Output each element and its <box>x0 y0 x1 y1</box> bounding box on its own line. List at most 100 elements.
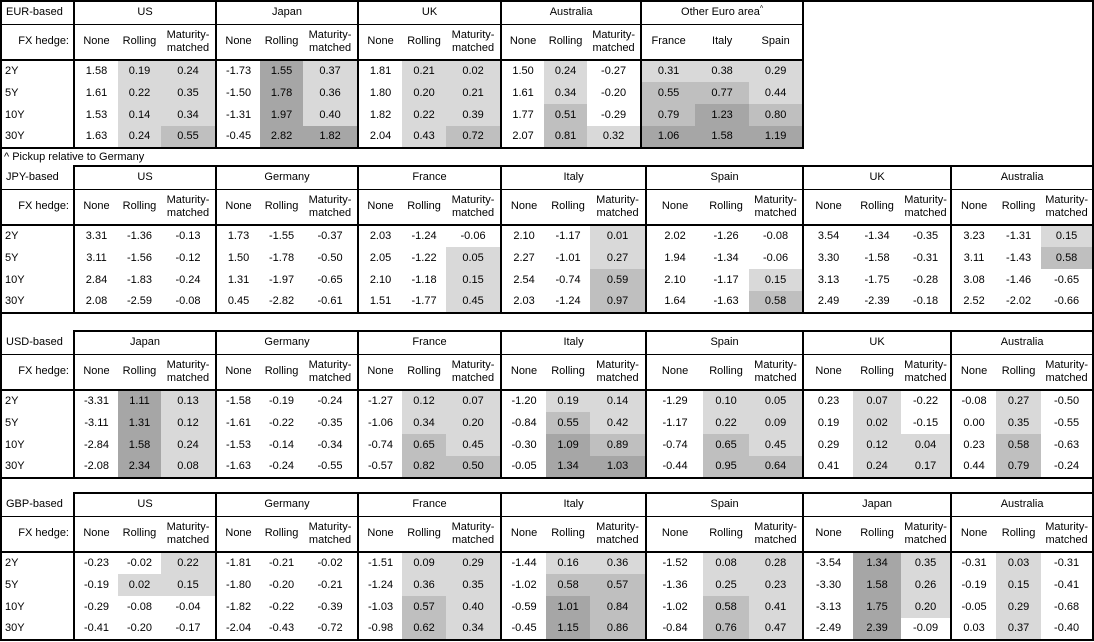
col-header-maturity-matched: Maturity-matched <box>303 189 359 226</box>
col-header-none: None <box>802 516 854 553</box>
fx-hedge-label: FX hedge: <box>0 24 74 61</box>
col-header-none: None <box>500 354 547 391</box>
value-cell: 1.55 <box>260 60 304 82</box>
group-name-text: Other Euro area <box>681 6 760 19</box>
value-cell: -2.04 <box>215 618 261 641</box>
value-cell: 0.29 <box>749 60 805 82</box>
footnote: ^ Pickup relative to Germany <box>4 151 145 163</box>
value-cell: -0.41 <box>1041 574 1094 596</box>
value-cell: 0.01 <box>590 225 647 247</box>
value-cell: -1.80 <box>215 574 261 596</box>
value-cell: 0.58 <box>749 291 804 314</box>
value-cell: 0.55 <box>640 82 696 104</box>
group-header-italy: Italy <box>500 492 647 517</box>
group-name-text: Italy <box>563 498 584 511</box>
value-cell: 1.31 <box>215 269 261 291</box>
col-header-rolling: Rolling <box>546 516 591 553</box>
col-header-spain: Spain <box>749 24 805 61</box>
value-cell: 1.82 <box>357 104 403 126</box>
value-cell: 1.09 <box>546 434 591 456</box>
value-cell: 0.24 <box>161 434 217 456</box>
value-cell: -1.46 <box>1006 273 1032 286</box>
value-cell: -0.84 <box>645 618 704 641</box>
value-cell: -1.36 <box>126 230 153 242</box>
table-row: 10Y -0.29 -0.08 -0.04 -1.82 -0.22 -0.39 -1.03 0.… <box>0 596 1094 618</box>
value-cell: -2.08 <box>73 456 118 479</box>
group-header-spain: Spain <box>645 492 804 517</box>
value-cell: 0.38 <box>695 60 750 82</box>
frame-line <box>0 312 2 332</box>
value-cell: 1.23 <box>695 104 750 126</box>
value-cell: 0.34 <box>402 412 447 434</box>
value-cell: 3.11 <box>950 247 997 269</box>
value-cell: 0.37 <box>996 618 1042 641</box>
table-title: GBP-based <box>0 493 74 517</box>
value-cell: 0.45 <box>215 291 261 314</box>
col-header-france: France <box>640 24 696 61</box>
value-cell: 1.61 <box>73 82 118 104</box>
value-cell: 0.65 <box>402 434 447 456</box>
value-cell: -1.02 <box>500 574 547 596</box>
row-label-30y: 30Y <box>0 126 74 149</box>
col-header-italy: Italy <box>695 24 750 61</box>
value-cell: 0.43 <box>402 126 447 149</box>
group-header-japan: Japan <box>215 0 359 25</box>
table-row: 30Y -2.08 2.34 0.08 -1.63 -0.24 -0.55 -0.57 0.82… <box>0 456 1094 479</box>
value-cell: 0.34 <box>161 104 217 126</box>
value-cell: 0.19 <box>118 60 161 82</box>
subheader-row: FX hedge: None Rolling Maturity-matched None… <box>0 516 1094 553</box>
value-cell: -0.24 <box>260 456 304 479</box>
value-cell: -1.44 <box>500 552 547 574</box>
group-name-text: Germany <box>264 336 310 349</box>
table-row: 5Y 1.61 0.22 0.35 -1.50 1.78 0.36 1.80 0.20 0.21 1… <box>0 82 805 104</box>
value-cell: 0.05 <box>446 247 502 269</box>
value-cell: 0.09 <box>402 552 447 574</box>
value-cell: 0.55 <box>546 412 591 434</box>
value-cell: 1.58 <box>118 434 161 456</box>
col-header-none: None <box>73 189 118 226</box>
col-header-maturity-matched: Maturity-matched <box>749 189 804 226</box>
value-cell: 0.15 <box>446 269 502 291</box>
value-cell: 0.23 <box>950 434 997 456</box>
row-label-5y: 5Y <box>0 412 74 434</box>
value-cell: 2.02 <box>645 225 704 247</box>
value-cell: -1.56 <box>126 251 153 264</box>
value-cell: -1.17 <box>713 273 739 286</box>
group-header-italy: Italy <box>500 330 647 355</box>
value-cell: 0.17 <box>901 456 952 479</box>
value-cell: 1.34 <box>853 552 902 574</box>
group-name-text: Italy <box>563 171 584 184</box>
value-cell: 0.22 <box>118 82 161 104</box>
table-row: 2Y -0.23 -0.02 0.22 -1.81 -0.21 -0.02 -1.51 0.09… <box>0 552 1094 574</box>
group-header-australia: Australia <box>950 330 1094 355</box>
frame-line <box>1092 0 1094 167</box>
value-cell: -0.17 <box>161 618 217 641</box>
value-cell: -0.37 <box>317 230 343 242</box>
value-cell: -2.02 <box>996 291 1042 314</box>
value-cell: 0.02 <box>853 412 902 434</box>
group-name-text: Australia <box>1000 498 1044 511</box>
value-cell: 0.57 <box>402 596 447 618</box>
value-cell: -0.02 <box>317 557 343 569</box>
group-header-japan: Japan <box>72 330 217 355</box>
value-cell: -2.84 <box>73 434 118 456</box>
group-name-text: Japan <box>130 336 160 349</box>
value-cell: 0.32 <box>587 126 642 149</box>
value-cell: 1.58 <box>73 60 118 82</box>
frame-line <box>1092 477 1094 494</box>
frame-line <box>1092 312 1094 332</box>
group-name-text: Germany <box>264 498 310 511</box>
value-cell: -0.09 <box>901 618 952 641</box>
value-cell: 0.95 <box>703 456 750 479</box>
value-cell: -0.66 <box>1041 291 1094 314</box>
value-cell: -2.59 <box>118 291 161 314</box>
fx-hedge-label: FX hedge: <box>0 189 74 226</box>
table-title: EUR-based <box>0 0 74 25</box>
row-label-5y: 5Y <box>0 247 74 269</box>
value-cell: -0.50 <box>1041 390 1094 412</box>
value-cell: 0.50 <box>446 456 502 479</box>
value-cell: -0.61 <box>303 291 359 314</box>
value-cell: -0.22 <box>268 600 295 613</box>
value-cell: 2.39 <box>853 618 902 641</box>
value-cell: 0.58 <box>1041 247 1094 269</box>
